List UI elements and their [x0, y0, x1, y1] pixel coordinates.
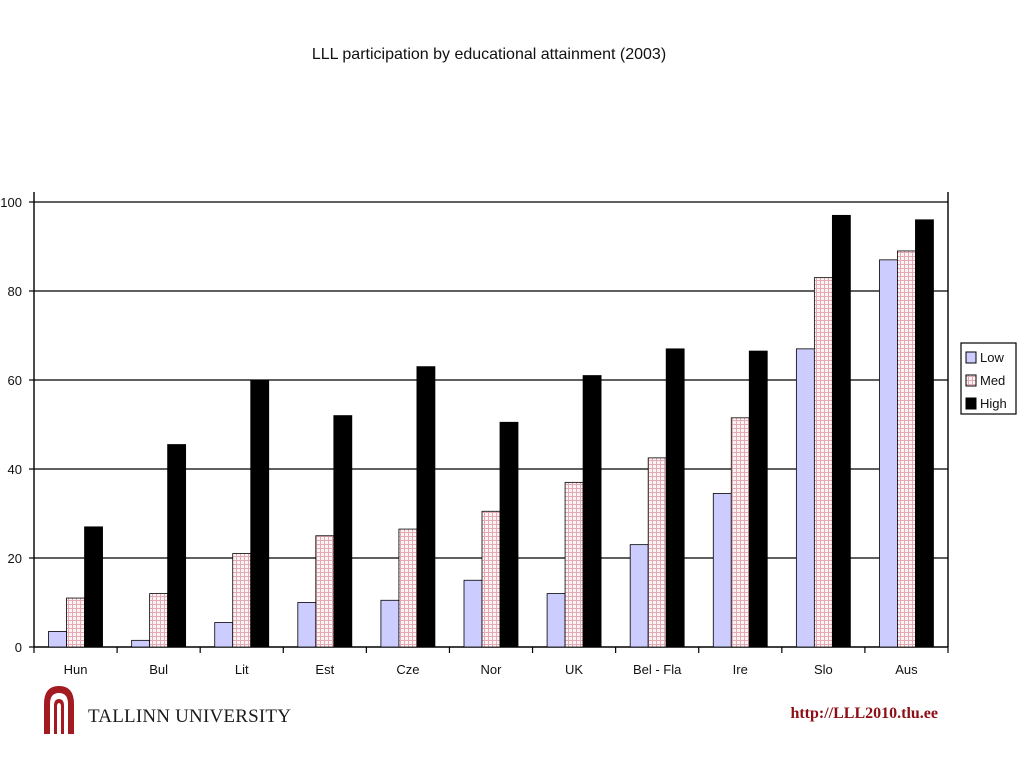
legend-swatch-med [965, 374, 977, 387]
bar-high-uk [582, 375, 602, 648]
bar-high-lit [250, 379, 270, 648]
y-tick-label: 20 [8, 551, 22, 566]
bar-high-aus [915, 219, 934, 648]
chart-title: LLL participation by educational attainm… [311, 46, 667, 63]
bar-low-cze [380, 599, 400, 648]
y-tick-label: 100 [0, 195, 22, 210]
x-tick-label: Est [315, 662, 334, 677]
tallinn-university-logo-icon [44, 686, 74, 734]
bar-low-slo [795, 348, 815, 648]
y-tick-label: 40 [8, 462, 22, 477]
bar-med-est [315, 535, 335, 648]
bar-low-bel-fla [629, 544, 649, 648]
bar-high-est [333, 415, 353, 648]
university-name: TALLINN UNIVERSITY [88, 706, 292, 727]
bar-low-uk [546, 593, 566, 648]
x-tick-label: Cze [396, 662, 419, 677]
footer-url-link[interactable]: http://LLL2010.tlu.ee [790, 705, 938, 722]
x-tick-label: Ire [733, 662, 748, 677]
x-tick-label: Bul [149, 662, 168, 677]
bar-low-lit [214, 622, 234, 648]
legend: Low Med High [960, 342, 1017, 415]
y-tick-label: 0 [15, 640, 22, 655]
x-tick-label: UK [565, 662, 583, 677]
x-tick-label: Aus [895, 662, 918, 677]
bar-med-uk [564, 481, 584, 648]
bar-med-slo [813, 277, 833, 648]
legend-label-med: Med [980, 373, 1005, 388]
legend-swatch-high [965, 397, 977, 410]
legend-label-low: Low [980, 350, 1004, 365]
bars [48, 214, 934, 648]
bar-chart: Hun Bul Lit Est Cze Nor UK Bel - Fla Ire Slo Aus 0… [0, 192, 1017, 677]
y-tick-label: 80 [8, 284, 22, 299]
bar-high-hun [84, 526, 103, 648]
legend-label-high: High [980, 396, 1007, 411]
y-tick-labels: 0 20 40 60 80 100 [0, 195, 22, 655]
x-tick-label: Slo [814, 662, 833, 677]
x-tick-label: Nor [481, 662, 503, 677]
bar-med-nor [481, 510, 501, 648]
bar-med-hun [66, 597, 85, 648]
bar-med-bel-fla [647, 457, 667, 648]
bar-high-nor [499, 421, 519, 648]
bar-med-ire [730, 417, 750, 648]
bar-high-slo [831, 214, 851, 648]
bar-low-aus [879, 259, 898, 648]
bar-low-hun [48, 631, 67, 648]
bar-low-bul [131, 639, 151, 648]
bar-med-lit [232, 553, 252, 648]
x-tick-labels: Hun Bul Lit Est Cze Nor UK Bel - Fla Ire Slo Aus [64, 662, 919, 677]
bar-low-ire [712, 493, 732, 648]
legend-swatch-low [965, 351, 977, 364]
x-tick-label: Hun [64, 662, 88, 677]
bar-low-nor [463, 579, 483, 648]
bar-med-aus [897, 250, 916, 648]
bar-high-bel-fla [665, 348, 685, 648]
bar-low-est [297, 602, 317, 648]
bar-high-ire [748, 350, 768, 648]
bar-high-bul [167, 444, 187, 648]
x-tick-label: Bel - Fla [633, 662, 682, 677]
bar-med-bul [149, 593, 169, 648]
bar-med-cze [398, 528, 418, 648]
x-tick-label: Lit [235, 662, 249, 677]
bar-high-cze [416, 366, 436, 648]
y-tick-label: 60 [8, 373, 22, 388]
